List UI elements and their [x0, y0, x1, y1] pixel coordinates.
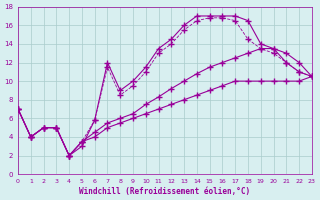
X-axis label: Windchill (Refroidissement éolien,°C): Windchill (Refroidissement éolien,°C) [79, 187, 251, 196]
